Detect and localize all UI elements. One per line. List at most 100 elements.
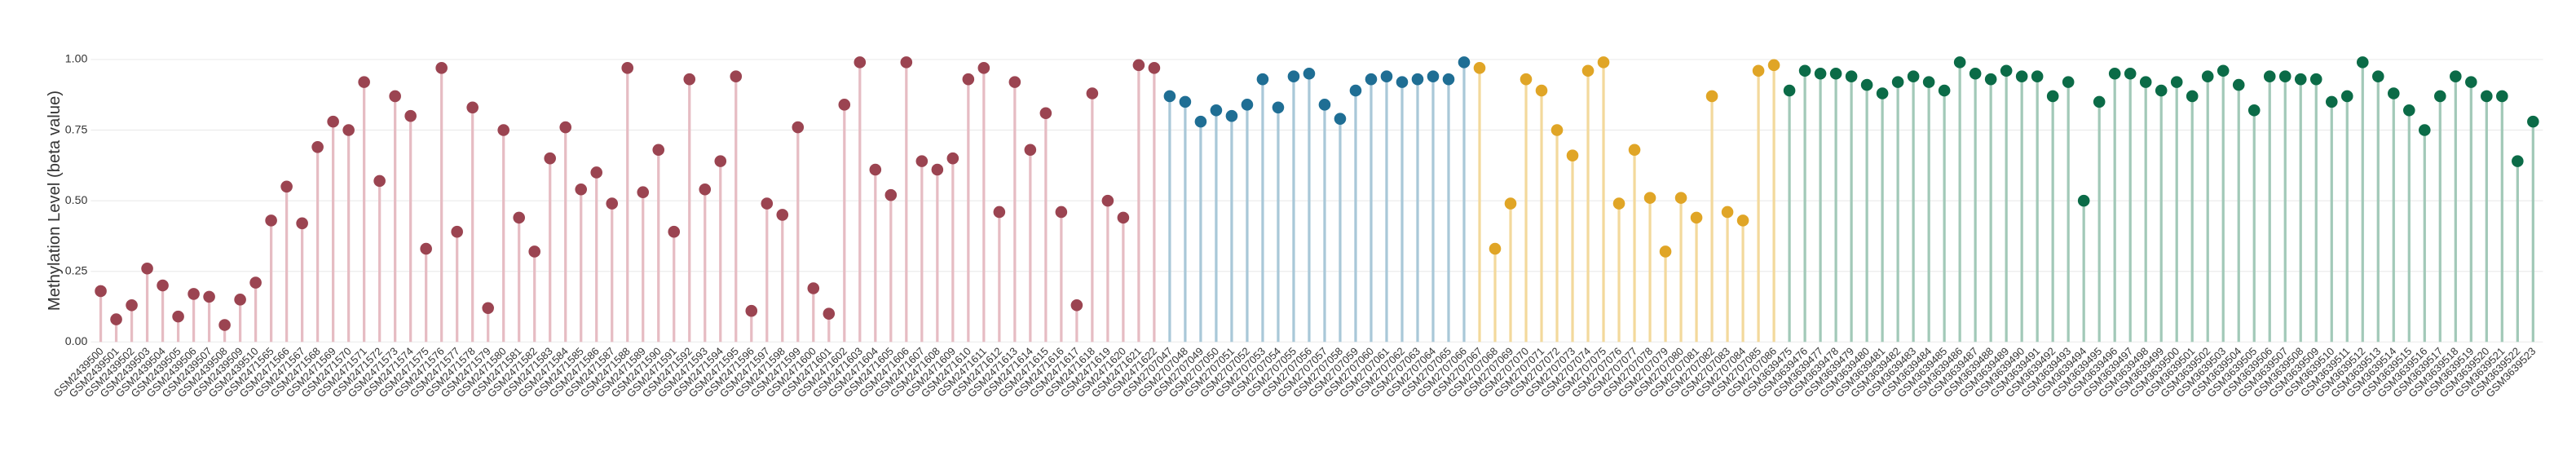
dot <box>915 155 929 167</box>
dot <box>730 70 743 82</box>
dot <box>575 183 588 196</box>
dot <box>1039 107 1052 120</box>
dot <box>1520 73 1533 86</box>
dot <box>2371 70 2384 82</box>
dot <box>776 209 789 221</box>
dot <box>683 73 696 86</box>
dot <box>1504 197 1517 210</box>
dot <box>1349 84 1362 97</box>
dot <box>2247 104 2261 117</box>
dot <box>451 225 463 238</box>
dot <box>1148 62 1161 74</box>
dot <box>1427 70 1440 82</box>
dot <box>977 62 990 74</box>
dot <box>1241 99 1254 111</box>
dot <box>1210 104 1223 117</box>
dot <box>1272 101 1285 114</box>
dot <box>1070 298 1083 312</box>
dot <box>2000 64 2013 77</box>
dot <box>1442 73 1455 86</box>
y-tick-label: 0.50 <box>65 194 88 207</box>
dot <box>2124 67 2137 80</box>
dot <box>126 298 138 312</box>
dot <box>1489 242 1502 255</box>
dot <box>342 124 355 136</box>
dot <box>869 163 882 176</box>
dot <box>2139 76 2152 88</box>
dot <box>807 282 820 294</box>
dot <box>265 214 277 227</box>
dot <box>823 307 836 320</box>
dot <box>513 211 525 224</box>
dot <box>2093 95 2106 108</box>
dot <box>854 56 867 69</box>
dot <box>1287 70 1300 82</box>
dot <box>1334 113 1347 125</box>
dot <box>482 302 494 315</box>
dot <box>1179 95 1192 108</box>
dot <box>1783 84 1796 97</box>
dot <box>1690 211 1703 224</box>
dot <box>2278 70 2291 82</box>
dot <box>2481 90 2493 103</box>
dot <box>1024 144 1037 157</box>
dot <box>1055 206 1068 219</box>
dot <box>590 166 603 179</box>
dot <box>1303 67 1316 80</box>
dot <box>1535 84 1548 97</box>
dot <box>1969 67 1982 80</box>
dot <box>1907 70 1920 82</box>
y-tick-label: 1.00 <box>65 53 88 66</box>
dot <box>544 152 557 165</box>
dot <box>187 288 200 300</box>
dot <box>2232 78 2245 91</box>
dot <box>2325 95 2338 108</box>
dot <box>234 294 246 306</box>
dot <box>761 197 774 210</box>
dot <box>2309 73 2322 86</box>
dot <box>218 319 231 331</box>
dot <box>249 276 262 289</box>
dot <box>1117 211 1130 224</box>
dot <box>1674 192 1687 204</box>
dot <box>1411 73 1424 86</box>
dot <box>311 141 324 153</box>
dot <box>792 121 805 134</box>
dot <box>1845 70 1858 82</box>
dot <box>2527 115 2539 128</box>
dot <box>2031 70 2044 82</box>
dot <box>389 90 401 103</box>
dot <box>1225 109 1238 122</box>
dot <box>1396 76 1409 88</box>
dot <box>2294 73 2307 86</box>
dot <box>946 152 959 165</box>
dot <box>2062 76 2075 88</box>
dot <box>606 197 619 210</box>
dot <box>1736 214 1749 227</box>
y-tick-label: 0.00 <box>65 335 88 348</box>
dot <box>668 225 681 238</box>
dot <box>2496 90 2508 103</box>
dot <box>280 180 293 193</box>
dot <box>110 313 122 325</box>
dot <box>1705 90 1718 103</box>
dot <box>559 121 572 134</box>
dot <box>699 183 712 196</box>
dot <box>1597 56 1610 69</box>
dot <box>2402 104 2415 117</box>
dot <box>621 62 634 74</box>
dot <box>1922 76 1935 88</box>
dot <box>528 245 540 258</box>
dot <box>1132 59 1145 72</box>
dot <box>203 290 215 303</box>
dot <box>1256 73 1269 86</box>
dot <box>466 101 479 114</box>
dot <box>1798 64 1811 77</box>
y-axis-title: Methylation Level (beta value) <box>46 91 64 311</box>
dot <box>1829 67 1842 80</box>
dot <box>358 76 370 88</box>
dot <box>1318 99 1331 111</box>
dot <box>157 279 169 292</box>
dot <box>2015 70 2028 82</box>
